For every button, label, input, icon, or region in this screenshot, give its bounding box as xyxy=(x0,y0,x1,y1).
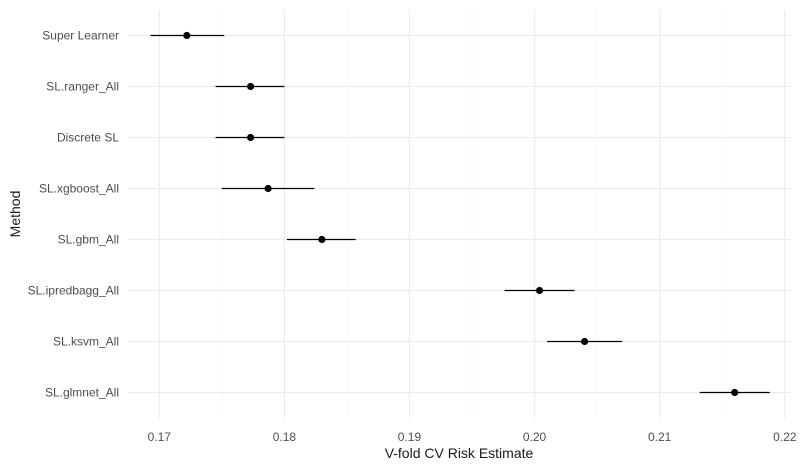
x-tick-label: 0.20 xyxy=(523,430,547,444)
data-point xyxy=(246,82,255,91)
data-point xyxy=(246,133,255,142)
y-tick-label: Discrete SL xyxy=(57,131,119,145)
data-point xyxy=(264,184,272,193)
y-tick-label: SL.ranger_All xyxy=(46,80,119,94)
y-tick-label: SL.ipredbagg_All xyxy=(28,284,119,298)
tick-labels: 0.17 0.18 0.19 0.20 0.21 0.22 Super Learner SL.… xyxy=(28,29,797,445)
grid-lines xyxy=(128,10,791,418)
y-tick-label: SL.ksvm_All xyxy=(53,335,119,349)
data-point xyxy=(731,388,739,397)
y-tick-label: SL.gbm_All xyxy=(58,233,119,247)
data-marks xyxy=(150,31,770,397)
y-tick-label: SL.glmnet_All xyxy=(45,386,119,400)
x-axis-title: V-fold CV Risk Estimate xyxy=(385,445,534,461)
x-tick-label: 0.21 xyxy=(648,430,672,444)
data-point xyxy=(535,286,544,295)
y-tick-label: SL.xgboost_All xyxy=(39,182,119,196)
x-tick-label: 0.18 xyxy=(273,430,297,444)
data-point xyxy=(183,31,191,40)
y-axis-title: Method xyxy=(7,191,23,238)
x-tick-label: 0.22 xyxy=(773,430,797,444)
data-point xyxy=(318,235,326,244)
x-tick-label: 0.17 xyxy=(148,430,172,444)
x-tick-label: 0.19 xyxy=(398,430,422,444)
data-point xyxy=(580,337,589,346)
y-tick-label: Super Learner xyxy=(42,29,119,43)
